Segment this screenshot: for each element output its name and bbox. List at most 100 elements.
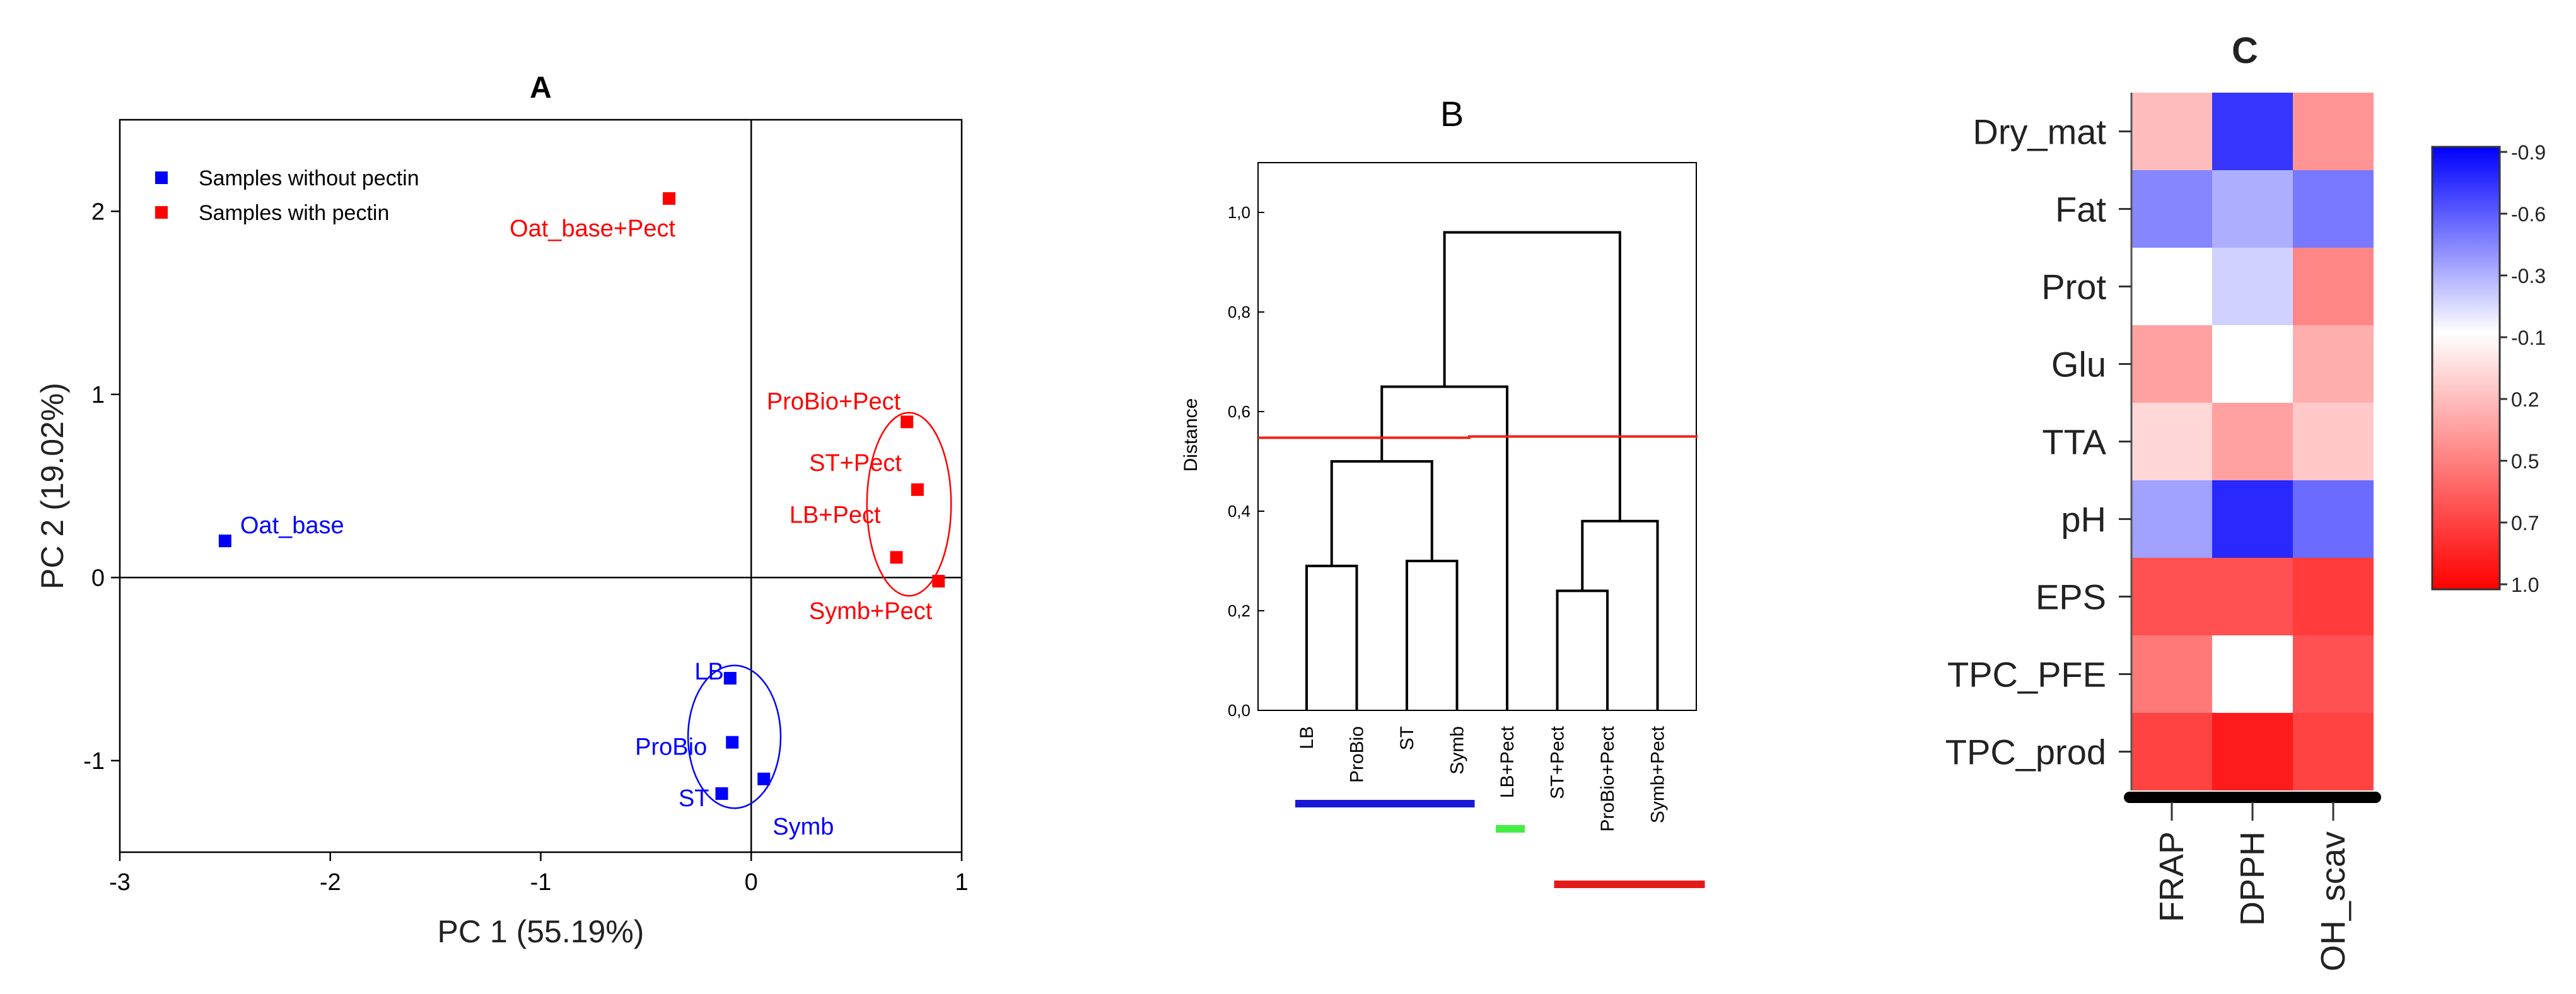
dendrogram-link <box>1305 564 1358 710</box>
leaf-label-probio-pect: ProBio+Pect <box>1597 725 1618 831</box>
heatmap-cell-tpc-pfe-oh-scav <box>2293 635 2374 713</box>
y-tick-label: 0,6 <box>1228 402 1250 421</box>
heatmap-cell-fat-dpph <box>2212 170 2293 248</box>
leaf-label-lb: LB <box>1297 726 1317 749</box>
y-axis-label: Distance <box>1180 398 1201 472</box>
x-tick-label: 0 <box>745 869 758 896</box>
heatmap-cell-fat-oh-scav <box>2293 170 2374 248</box>
x-tick-label: -1 <box>530 869 552 896</box>
heatmap-cell-eps-dpph <box>2212 558 2293 635</box>
leaf-label-symb-pect: Symb+Pect <box>1648 725 1669 823</box>
x-tick-label: 1 <box>955 869 968 896</box>
y-tick-label: 1 <box>91 382 105 408</box>
heatmap-cell-tta-frap <box>2131 403 2212 480</box>
colorbar <box>2431 146 2501 591</box>
y-tick-label: 0,0 <box>1228 701 1250 720</box>
dendrogram-link <box>1581 519 1659 710</box>
row-label-glu: Glu <box>2051 345 2106 384</box>
legend-marker <box>155 171 168 184</box>
scatter-point-lb <box>723 672 737 685</box>
point-label: LB <box>694 659 723 685</box>
group-ellipse-samples-without-pectin <box>687 664 782 809</box>
colorbar-label: 1.0 <box>2511 574 2539 596</box>
dendrogram-link <box>1330 460 1433 566</box>
heatmap-cell-glu-dpph <box>2212 325 2293 403</box>
colorbar-label: 0.5 <box>2511 450 2539 473</box>
scatter-point-probio <box>726 736 739 749</box>
y-tick-label: 0,8 <box>1228 303 1250 321</box>
scatter-point-st <box>715 787 728 800</box>
point-label: ProBio+Pect <box>767 388 901 415</box>
x-tick-label: -3 <box>109 869 131 896</box>
scatter-point-symb <box>757 772 771 785</box>
y-tick-label: 2 <box>91 199 105 225</box>
legend-marker <box>155 206 168 219</box>
scatter-point-oat-base-pect <box>663 192 676 205</box>
y-tick-label: 1,0 <box>1228 203 1250 222</box>
y-tick-label: 0,4 <box>1228 502 1250 521</box>
column-axis-bar <box>2124 792 2381 803</box>
scatter-point-probio-pect <box>900 415 914 429</box>
row-label-tta: TTA <box>2042 422 2106 462</box>
colorbar-label: 0.2 <box>2511 388 2539 411</box>
panel-b-dendrogram: B Distance 0,0 0,2 0,4 0,6 0,8 1,0 LB ProBio ST Sym… <box>1180 94 1705 888</box>
y-tick-label: 0 <box>91 565 105 591</box>
heatmap-cell-dry-mat-dpph <box>2212 93 2293 170</box>
panel-a-pca-scatter: -3 -2 -1 0 1 -1 0 1 2 A PC 1 (55.19%) PC 2 (19.02%)… <box>35 71 969 949</box>
group-ellipse-samples-with-pectin <box>866 412 952 597</box>
colorbar-label: -0.6 <box>2511 203 2546 226</box>
heatmap-cell-eps-oh-scav <box>2293 558 2374 635</box>
colorbar-label: -0.1 <box>2511 327 2546 349</box>
point-label: Symb <box>772 814 834 840</box>
heatmap-cell-prot-dpph <box>2212 248 2293 325</box>
leaf-label-st: ST <box>1397 726 1418 750</box>
y-tick-label: 0,2 <box>1228 601 1250 620</box>
row-label-tpc-pfe: TPC_PFE <box>1947 655 2106 695</box>
heatmap-cell-tta-oh-scav <box>2293 403 2374 480</box>
cut-line <box>1258 435 1698 439</box>
heatmap-cell-tta-dpph <box>2212 403 2293 480</box>
point-label: ST <box>679 785 709 812</box>
legend-label: Samples with pectin <box>199 201 389 225</box>
point-label: Oat_base <box>240 512 344 539</box>
colorbar-label: -0.3 <box>2511 265 2546 287</box>
x-tick-label: -2 <box>320 869 341 896</box>
point-label: Symb+Pect <box>809 598 933 625</box>
x-axis-label: PC 1 (55.19%) <box>438 914 644 949</box>
row-label-tpc-prod: TPC_prod <box>1945 732 2106 772</box>
row-label-eps: EPS <box>2036 577 2106 617</box>
column-label-frap: FRAP <box>2153 831 2191 922</box>
heatmap-cell-glu-oh-scav <box>2293 325 2374 403</box>
row-label-ph: pH <box>2061 500 2106 540</box>
dendrogram-link <box>1556 589 1609 710</box>
point-label: LB+Pect <box>790 502 881 528</box>
heatmap-cell-prot-oh-scav <box>2293 248 2374 325</box>
panel-title: C <box>2232 30 2258 71</box>
heatmap-cell-ph-frap <box>2131 480 2212 558</box>
heatmap-cell-ph-dpph <box>2212 480 2293 558</box>
point-label: Oat_base+Pect <box>510 216 675 242</box>
leaf-label-symb: Symb <box>1447 726 1468 775</box>
row-label-fat: Fat <box>2055 190 2106 229</box>
heatmap-cell-eps-frap <box>2131 558 2212 635</box>
scatter-point-symb-pect <box>932 575 945 588</box>
row-label-dry-mat: Dry_mat <box>1973 112 2106 152</box>
y-axis-label: PC 2 (19.02%) <box>35 383 70 589</box>
scatter-point-st-pect <box>911 483 924 496</box>
heatmap-cell-tpc-prod-dpph <box>2212 713 2293 790</box>
scatter-point-oat-base <box>218 535 231 548</box>
leaf-label-lb-pect: LB+Pect <box>1497 725 1518 798</box>
heatmap-cell-glu-frap <box>2131 325 2212 403</box>
point-label: ST+Pect <box>809 450 902 477</box>
row-label-prot: Prot <box>2041 267 2106 307</box>
leaf-label-probio: ProBio <box>1347 726 1368 783</box>
heatmap-cell-prot-frap <box>2131 248 2212 325</box>
heatmap-cell-fat-frap <box>2131 170 2212 248</box>
panel-c-heatmap: C Dry_mat Fat Prot Glu TTA pH EPS TPC_PFE TPC_pro… <box>1945 30 2546 971</box>
point-label: ProBio <box>635 734 707 761</box>
heatmap-cell-tpc-prod-oh-scav <box>2293 713 2374 790</box>
scatter-point-lb-pect <box>890 551 903 564</box>
heatmap-cell-tpc-prod-frap <box>2131 713 2212 790</box>
panel-title: B <box>1440 94 1464 134</box>
